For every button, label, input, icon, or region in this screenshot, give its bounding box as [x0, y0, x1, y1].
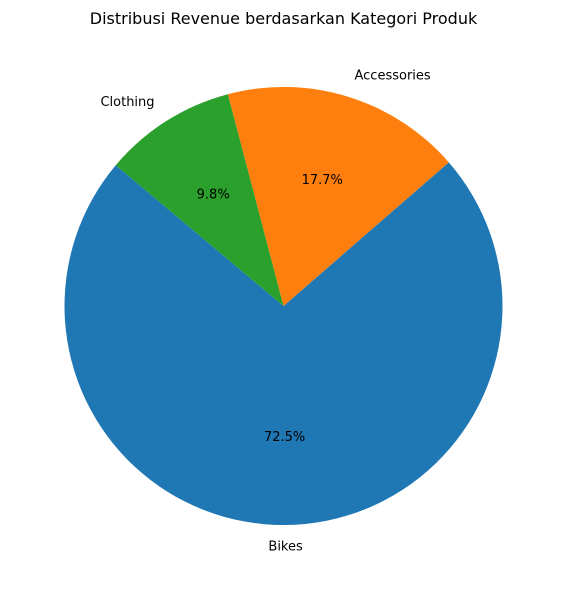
pie-slice-clothing [115, 94, 284, 306]
pie-labels: 72.5% Bikes 17.7% Accessories 9.8% Clothing [100, 68, 430, 554]
category-label-bikes: Bikes [268, 539, 303, 554]
chart-title: Distribusi Revenue berdasarkan Kategori … [90, 9, 478, 28]
category-label-accessories: Accessories [355, 68, 431, 83]
category-label-clothing: Clothing [100, 95, 154, 110]
pie-slices [64, 87, 503, 526]
pct-label-accessories: 17.7% [302, 173, 343, 188]
pie-slice-bikes [64, 162, 503, 526]
pct-label-clothing: 9.8% [197, 188, 230, 203]
pct-label-bikes: 72.5% [264, 430, 305, 445]
pie-slice-accessories [227, 87, 449, 306]
